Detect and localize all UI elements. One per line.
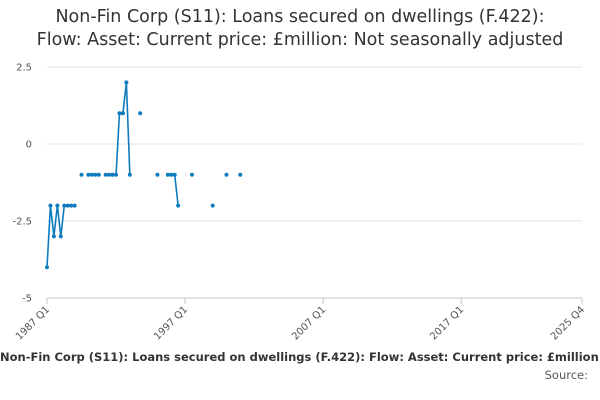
x-tick-label: 2025 Q4 <box>549 304 587 342</box>
x-tick-label: 2017 Q1 <box>428 304 466 342</box>
series-label: Non-Fin Corp (S11): Loans secured on dwe… <box>0 350 600 364</box>
chart-title-line-2: Flow: Asset: Current price: £million: No… <box>36 30 564 50</box>
data-point <box>120 111 125 116</box>
data-point <box>155 172 160 177</box>
data-point <box>165 172 170 177</box>
data-point <box>114 172 119 177</box>
data-point <box>172 172 177 177</box>
x-tick-label: 2007 Q1 <box>290 304 328 342</box>
data-point <box>124 80 129 85</box>
data-point <box>210 203 215 208</box>
chart-title-line-1: Non-Fin Corp (S11): Loans secured on dwe… <box>55 7 545 27</box>
series-line <box>105 81 131 176</box>
data-point <box>48 203 53 208</box>
data-point <box>72 203 77 208</box>
y-tick-label: 2.5 <box>16 63 32 74</box>
data-point <box>176 203 181 208</box>
data-point <box>51 234 56 239</box>
data-point <box>45 265 49 270</box>
data-point <box>110 172 115 177</box>
data-point <box>55 203 60 208</box>
data-point <box>86 172 91 177</box>
data-point <box>62 203 67 208</box>
y-tick-label: -5 <box>22 294 32 305</box>
data-point <box>107 172 112 177</box>
data-point <box>89 172 94 177</box>
data-point <box>58 234 63 239</box>
y-tick-label: 0 <box>26 140 32 151</box>
data-point <box>103 172 108 177</box>
data-point <box>224 172 229 177</box>
chart-title: Non-Fin Corp (S11): Loans secured on dwe… <box>0 6 600 52</box>
data-point <box>96 172 101 177</box>
source-label: Source: <box>544 368 588 382</box>
data-point <box>238 172 243 177</box>
y-tick-label: -2.5 <box>12 217 32 228</box>
data-point <box>65 203 70 208</box>
series-line <box>167 174 179 206</box>
data-point <box>189 172 194 177</box>
x-tick-label: 1997 Q1 <box>152 304 190 342</box>
data-point <box>127 172 132 177</box>
data-point <box>79 172 84 177</box>
x-tick-label: 1987 Q1 <box>14 304 52 342</box>
data-point <box>169 172 174 177</box>
data-point <box>69 203 74 208</box>
data-point <box>138 111 143 116</box>
data-point <box>117 111 122 116</box>
data-point <box>93 172 98 177</box>
